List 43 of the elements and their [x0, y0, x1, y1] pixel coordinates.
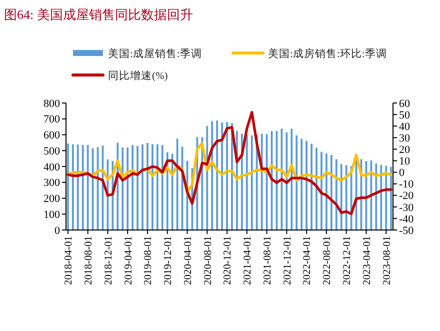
x-tick-label: 2021-04-01 [242, 236, 254, 285]
y2-tick-label: -20 [399, 190, 414, 202]
y2-tick-label: -30 [399, 202, 414, 214]
y2-tick-label: -50 [399, 224, 414, 237]
x-tick-label: 2018-08-01 [84, 236, 94, 285]
chart-title: 图64: 美国成屋销售同比数据回升 [4, 7, 193, 22]
x-tick-label: 2018-12-01 [103, 236, 114, 285]
x-tick-label: 2023-08-01 [382, 236, 393, 285]
legend-label: 美国:成屋销售:季调 [108, 47, 202, 60]
x-tick-label: 2022-12-01 [342, 236, 353, 285]
x-tick-label: 2020-08-01 [202, 236, 214, 285]
y-tick-label: 400 [44, 161, 60, 174]
x-tick-label: 2019-08-01 [143, 236, 154, 285]
y2-tick-label: 10 [399, 156, 410, 168]
x-tick-label: 2021-08-01 [262, 236, 274, 285]
y2-tick-label: 0 [399, 167, 405, 180]
y-tick-label: 100 [44, 208, 60, 221]
y2-tick-label: -40 [399, 213, 414, 226]
y-tick-label: 200 [44, 193, 60, 206]
y-tick-label: 500 [44, 145, 60, 158]
y-tick-label: 800 [44, 98, 60, 110]
x-tick-label: 2022-08-01 [322, 236, 334, 285]
y2-tick-label: 20 [399, 144, 410, 156]
x-tick-label: 2019-12-01 [163, 236, 174, 285]
legend-label: 同比增速(%) [108, 69, 168, 82]
y2-tick-label: 50 [399, 109, 410, 122]
y-tick-label: 0 [54, 224, 60, 237]
x-tick-label: 2020-12-01 [222, 236, 234, 285]
y-tick-label: 600 [44, 130, 60, 142]
x-tick-label: 2021-12-01 [282, 236, 294, 285]
x-tick-label: 2023-04-01 [362, 236, 373, 285]
y2-tick-label: 40 [399, 120, 410, 133]
y2-tick-label: 30 [399, 132, 410, 144]
line-series [66, 110, 392, 216]
y-tick-label: 700 [44, 114, 60, 126]
x-tick-label: 2022-04-01 [302, 236, 314, 285]
y2-tick-label: 60 [399, 98, 410, 110]
x-tick-label: 2018-04-01 [64, 236, 75, 285]
x-tick-label: 2019-04-01 [123, 236, 134, 285]
y2-tick-label: -10 [399, 178, 414, 191]
x-tick-label: 2020-04-01 [182, 236, 194, 285]
legend-label: 美国:成房销售:环比:季调 [268, 47, 387, 60]
y-tick-label: 300 [44, 177, 60, 190]
